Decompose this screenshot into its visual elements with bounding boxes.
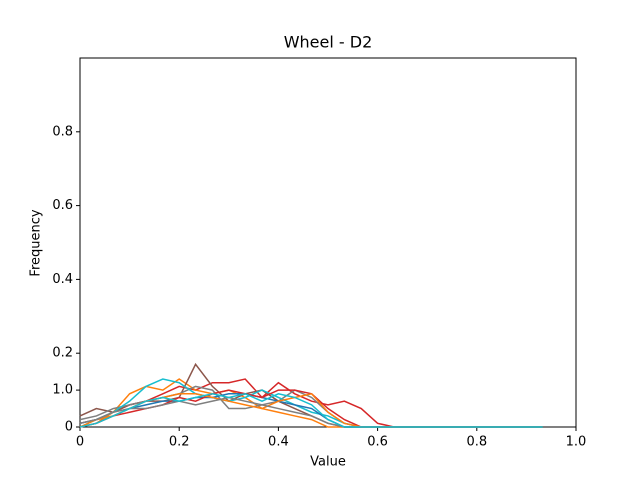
y-tick-label: 0.4 (52, 272, 73, 287)
x-axis-label: Value (310, 455, 346, 470)
y-tick-label: 0.8 (52, 124, 73, 139)
x-tick-label: 0.6 (367, 435, 388, 450)
data-line (79, 393, 543, 428)
x-tick-label: 0 (76, 435, 84, 450)
y-tick-label: 0.6 (52, 198, 73, 213)
data-line (79, 362, 543, 428)
y-tick-label: 1.0 (52, 383, 73, 398)
y-tick-label: 0.2 (52, 346, 73, 361)
x-tick-label: 0.8 (466, 435, 487, 450)
y-tick-label: 0 (65, 420, 73, 435)
plot-frame (79, 57, 577, 428)
data-line (79, 385, 543, 428)
data-line (79, 392, 543, 428)
x-tick-label: 0.2 (169, 435, 190, 450)
data-line (79, 393, 543, 428)
x-tick-label: 0.4 (268, 435, 289, 450)
data-line (79, 378, 543, 428)
y-axis-label: Frequency (29, 209, 44, 276)
chart-title: Wheel - D2 (284, 33, 373, 52)
x-tick-label: 1.0 (566, 435, 587, 450)
